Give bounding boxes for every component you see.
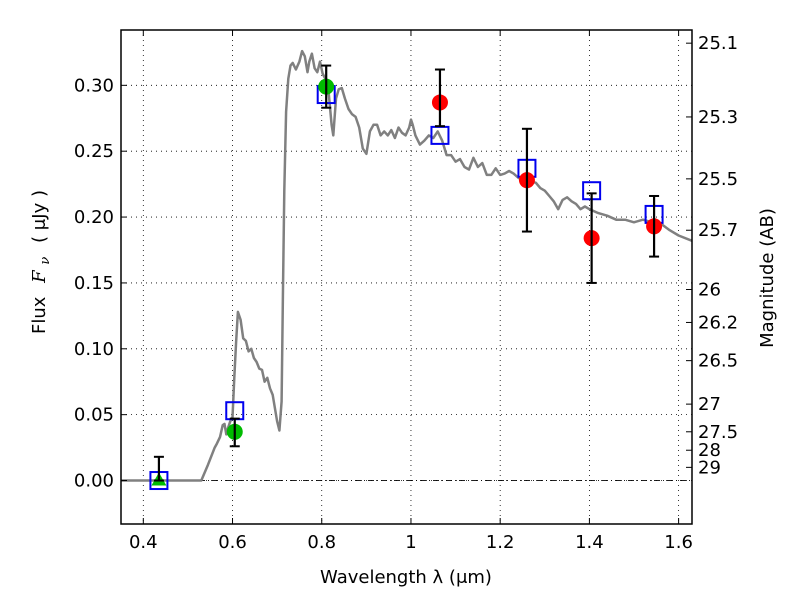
y-tick-label: 0.30 bbox=[74, 75, 114, 96]
plot-area bbox=[121, 49, 693, 491]
x-tick-label: 0.8 bbox=[307, 532, 336, 553]
ticks: 0.4 0.6 0.8 1 1.2 1.4 1.6 0.00 0.05 0.10 0.15 0.20 0… bbox=[74, 30, 738, 553]
y-axis-title: Flux F ν ( μJy ) bbox=[29, 190, 54, 334]
y2-tick-label: 26.2 bbox=[698, 312, 738, 333]
y-axis-title-prefix: Flux bbox=[29, 296, 50, 334]
x-tick-label: 0.4 bbox=[129, 532, 158, 553]
grid bbox=[121, 30, 692, 524]
y2-tick-label: 25.3 bbox=[698, 107, 738, 128]
y2-tick-label: 25.7 bbox=[698, 220, 738, 241]
svg-text:Flux F ν ( μ: Flux F ν ( μJy ) bbox=[29, 190, 54, 334]
y2-tick-label: 29 bbox=[698, 457, 721, 478]
y-axis-title-units: ( μJy ) bbox=[29, 190, 50, 243]
axes-frame bbox=[120, 29, 693, 525]
x-tick-label: 1.6 bbox=[664, 532, 693, 553]
y-tick-label: 0.15 bbox=[74, 273, 114, 294]
y2-tick-label: 25.5 bbox=[698, 169, 738, 190]
y-tick-label: 0.05 bbox=[74, 405, 114, 426]
x-axis-title: Wavelength λ (μm) bbox=[320, 567, 492, 588]
y2-axis-title: Magnitude (AB) bbox=[757, 208, 778, 348]
y-axis-title-subscript: ν bbox=[38, 257, 53, 265]
y-tick-label: 0.20 bbox=[74, 207, 114, 228]
y2-tick-label: 25.1 bbox=[698, 33, 738, 54]
y2-tick-label: 27.5 bbox=[698, 422, 738, 443]
x-tick-label: 1.2 bbox=[486, 532, 515, 553]
y2-tick-label: 28 bbox=[698, 440, 721, 461]
y-axis-title-symbol: F bbox=[29, 269, 50, 284]
x-tick-label: 0.6 bbox=[218, 532, 247, 553]
y2-tick-label: 26.5 bbox=[698, 351, 738, 372]
x-tick-label: 1 bbox=[405, 532, 416, 553]
spectrum-line bbox=[121, 49, 693, 482]
y-tick-label: 0.10 bbox=[74, 339, 114, 360]
y2-tick-label: 26 bbox=[698, 280, 721, 301]
y2-tick-label: 27 bbox=[698, 394, 721, 415]
x-tick-label: 1.4 bbox=[575, 532, 604, 553]
y-tick-label: 0.25 bbox=[74, 141, 114, 162]
y-tick-label: 0.00 bbox=[74, 471, 114, 492]
